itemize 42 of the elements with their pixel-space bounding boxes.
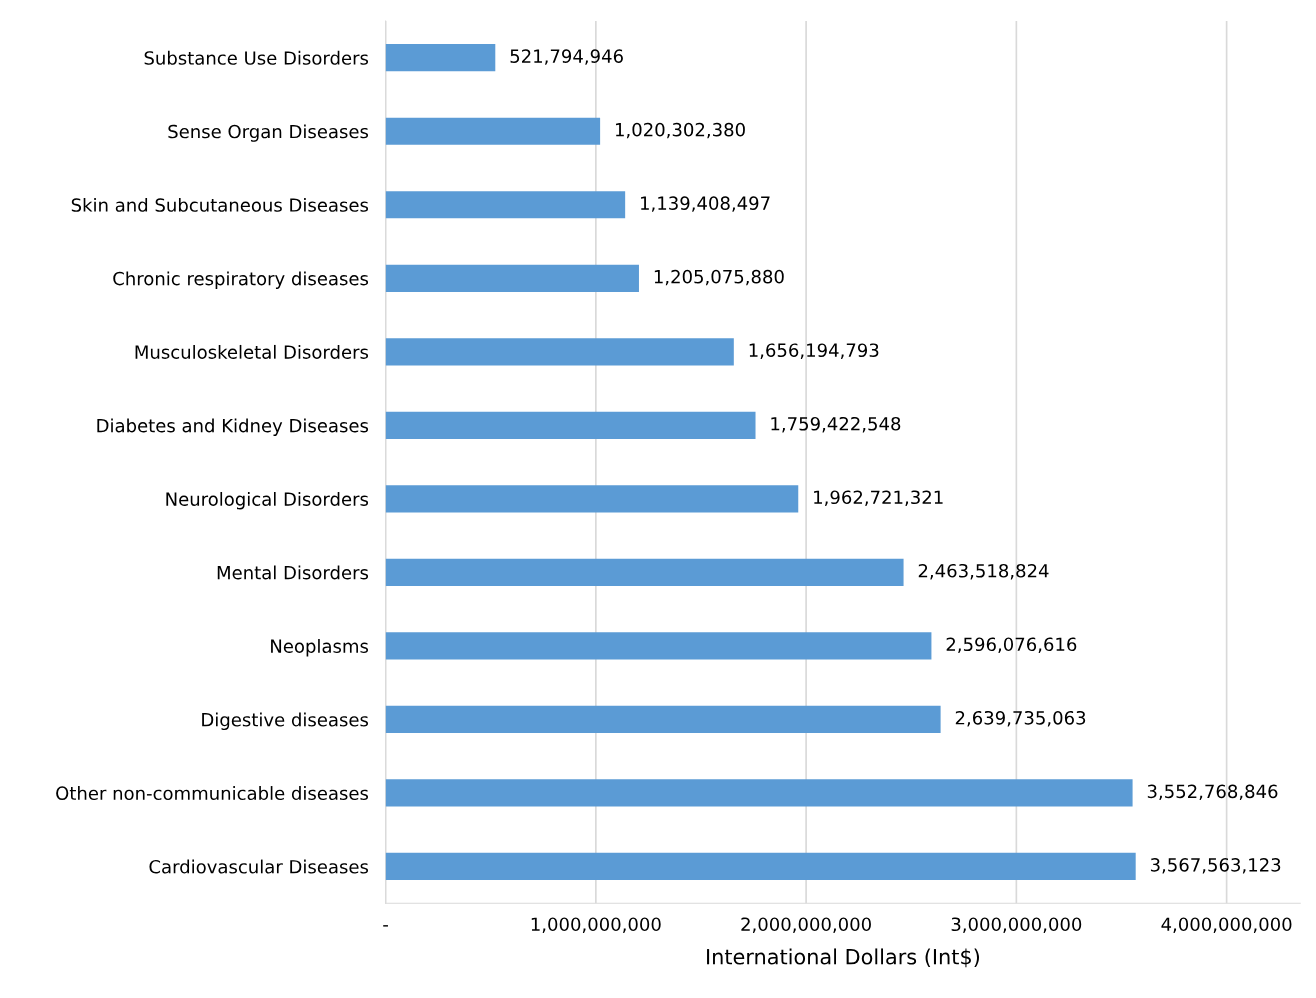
bar [385, 779, 1133, 807]
y-tick-label: Skin and Subcutaneous Diseases [71, 197, 369, 212]
bar [385, 264, 639, 292]
data-label: 521,794,946 [510, 49, 623, 65]
y-tick-label: Neurological Disorders [166, 491, 369, 510]
data-label: 1,656,194,793 [749, 343, 879, 359]
bar [385, 852, 1136, 881]
data-label: 2,639,735,063 [955, 710, 1086, 727]
bar [385, 44, 496, 72]
data-label: 1,205,075,880 [654, 269, 784, 286]
data-label: 1,962,721,321 [814, 490, 943, 506]
y-tick-label: Chronic respiratory diseases [113, 271, 369, 289]
y-tick-label: Sense Organ Diseases [168, 124, 369, 142]
data-label: 3,552,768,846 [1147, 784, 1278, 800]
y-tick-label: Cardiovascular Diseases [149, 859, 369, 874]
bar [385, 338, 734, 366]
data-label: 3,567,563,123 [1150, 858, 1281, 874]
data-label: 1,759,422,548 [771, 416, 901, 433]
bar [385, 705, 941, 733]
x-axis-title: International Dollars (Int$) [707, 948, 979, 968]
y-tick-label: Diabetes and Kidney Diseases [97, 418, 369, 436]
data-label: 1,139,408,497 [641, 196, 770, 212]
x-tick-label: 3,000,000,000 [951, 917, 1082, 933]
y-tick-label: Substance Use Disorders [144, 50, 369, 65]
y-tick-label: Digestive diseases [202, 712, 369, 731]
bar [385, 485, 799, 513]
bar [385, 117, 601, 145]
x-tick-label: 2,000,000,000 [741, 917, 871, 933]
data-label: 2,463,518,824 [918, 563, 1049, 580]
y-tick-label: Mental Disorders [217, 565, 369, 580]
data-label: 1,020,302,380 [615, 122, 745, 139]
bar [385, 411, 756, 439]
bar [385, 558, 904, 586]
y-tick-label: Other non-communicable diseases [56, 786, 369, 801]
bar [385, 191, 626, 219]
y-tick-label: Neoplasms [271, 639, 369, 657]
bar [385, 632, 932, 660]
x-tick-label: 4,000,000,000 [1161, 917, 1292, 933]
data-label: 2,596,076,616 [946, 637, 1077, 653]
x-tick-label: - [383, 925, 388, 927]
x-tick-label: 1,000,000,000 [531, 917, 661, 933]
y-tick-label: Musculoskeletal Disorders [135, 344, 369, 359]
